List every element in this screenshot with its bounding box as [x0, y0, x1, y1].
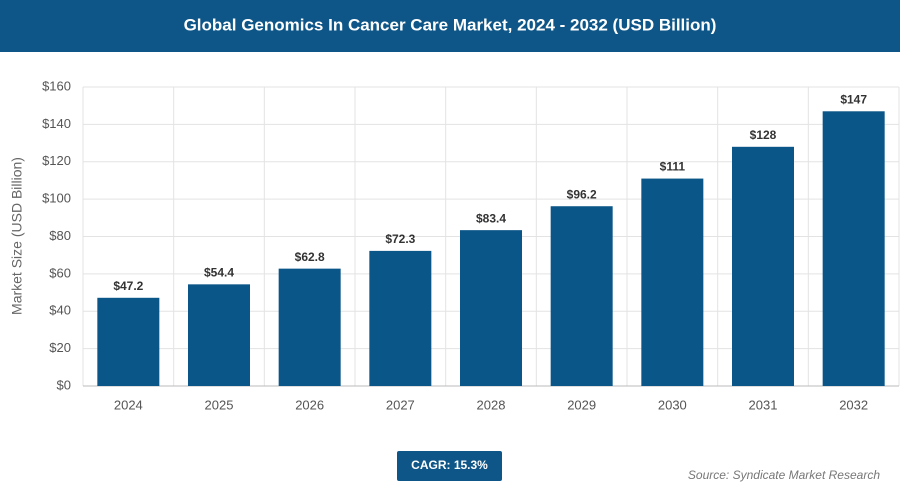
y-axis-label: Market Size (USD Billion) — [9, 157, 25, 315]
x-tick-label: 2026 — [295, 397, 324, 412]
value-label: $111 — [660, 160, 686, 174]
bar — [460, 230, 522, 386]
bar — [822, 111, 885, 386]
source-note: Source: Syndicate Market Research — [688, 468, 880, 482]
x-tick-label: 2025 — [205, 397, 234, 412]
bar — [550, 206, 613, 386]
bar — [97, 297, 160, 386]
value-label: $83.4 — [476, 211, 506, 225]
bar — [278, 268, 341, 386]
y-tick-label: $140 — [42, 116, 71, 131]
y-tick-label: $100 — [42, 191, 71, 206]
value-label: $62.8 — [295, 250, 325, 264]
x-tick-label: 2027 — [386, 397, 415, 412]
value-label: $47.2 — [113, 279, 143, 293]
value-label: $72.3 — [385, 232, 415, 246]
cagr-label: CAGR: 15.3% — [411, 458, 488, 472]
y-tick-label: $120 — [42, 153, 71, 168]
value-label: $96.2 — [567, 187, 597, 201]
x-tick-label: 2031 — [749, 397, 778, 412]
y-tick-label: $80 — [49, 228, 71, 243]
x-tick-label: 2028 — [477, 397, 506, 412]
chart-title: Global Genomics In Cancer Care Market, 2… — [184, 15, 717, 34]
value-label: $54.4 — [204, 266, 234, 280]
x-tick-label: 2024 — [114, 397, 143, 412]
bar — [188, 284, 250, 386]
cagr-box — [397, 451, 502, 481]
y-tick-label: $160 — [42, 78, 71, 93]
x-tick-label: 2032 — [839, 397, 868, 412]
y-tick-label: $20 — [49, 340, 71, 355]
value-label: $147 — [840, 92, 867, 106]
y-tick-label: $40 — [49, 303, 71, 318]
title-banner — [0, 0, 900, 52]
bar — [641, 178, 704, 386]
x-tick-label: 2030 — [658, 397, 687, 412]
value-label: $128 — [750, 128, 777, 142]
y-tick-label: $60 — [49, 265, 71, 280]
y-tick-label: $0 — [57, 377, 71, 392]
x-tick-label: 2029 — [567, 397, 596, 412]
bar — [732, 146, 794, 386]
bar — [369, 250, 432, 386]
